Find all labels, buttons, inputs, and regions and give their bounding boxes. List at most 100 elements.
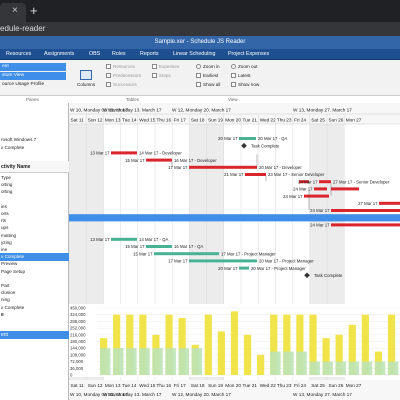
browser-tab[interactable]: [0, 3, 26, 22]
bottom-day-label: Sat 25: [311, 383, 325, 388]
columns-label: Columns: [77, 82, 96, 87]
histogram-bar-yellow: [204, 314, 212, 375]
view-item-0[interactable]: ent: [0, 63, 66, 71]
histogram-bar-green: [113, 348, 124, 375]
bar-resource-label: Task Complete: [251, 143, 280, 148]
expenses-icon: [152, 64, 157, 70]
earliest-label: Earliest: [203, 73, 219, 78]
histogram-y-tick: 324,000: [70, 312, 86, 317]
show-now-button[interactable]: Show now: [231, 81, 259, 88]
menu-reports[interactable]: Reports: [140, 51, 159, 57]
menu-linear-scheduling[interactable]: Linear Scheduling: [173, 51, 216, 57]
group-caption-tables: Tables: [126, 97, 140, 102]
task-row[interactable]: ups: [1, 225, 9, 231]
show-all-button[interactable]: Show all: [196, 81, 220, 88]
bottom-timescale: [69, 380, 400, 400]
zoom-out-icon: [231, 64, 236, 70]
bottom-day-label: Tue 21: [243, 383, 258, 388]
task-row[interactable]: ine: [1, 247, 8, 252]
successors-button[interactable]: Successors: [106, 81, 137, 88]
group-caption-view: View: [228, 97, 238, 102]
latest-label: Latest: [238, 73, 251, 78]
histogram-y-tick: 72,000: [70, 359, 84, 364]
task-row[interactable]: yzing: [1, 239, 12, 245]
histogram-bar-green: [152, 348, 163, 375]
task-row[interactable]: matting: [1, 232, 17, 238]
table-row[interactable]: x Complete: [1, 144, 25, 150]
gantt-chart[interactable]: Sat 11 Sun 12 Mon 13 Tue 14 Wed 15 Thu 16 Fri …: [69, 103, 400, 400]
task-row[interactable]: rts: [1, 218, 7, 224]
resource-selected-item[interactable]: ent: [0, 331, 69, 339]
earliest-button[interactable]: Earliest: [196, 72, 218, 79]
zoom-in-button[interactable]: Zoom in: [196, 63, 220, 70]
project-row[interactable]: rosoft Windows 7: [1, 137, 37, 142]
new-tab-button[interactable]: +: [30, 3, 38, 18]
zoom-out-label: Zoom out: [238, 64, 258, 69]
gantt-bar: [331, 209, 400, 212]
histogram-y-tick: 36,000: [70, 366, 84, 371]
bar-date-label: 15 Mar 17: [125, 244, 145, 249]
task-row[interactable]: x Complete: [0, 253, 69, 261]
task-row[interactable]: Type: [1, 175, 11, 180]
predecessors-icon: [106, 73, 111, 79]
resources-button[interactable]: Resources: [106, 63, 135, 70]
menu-project-expenses[interactable]: Project Expenses: [228, 51, 270, 57]
day-label: Mon 20: [225, 118, 241, 123]
task-row[interactable]: orts: [1, 211, 9, 216]
task-row[interactable]: ies: [1, 203, 7, 209]
bottom-week-label: W 13, Monday 27. March 17: [293, 392, 352, 397]
menu-roles[interactable]: Roles: [112, 51, 126, 57]
task-row[interactable]: clusion: [1, 290, 16, 296]
task-row[interactable]: ning: [1, 297, 10, 303]
histogram-y-tick: 216,000: [70, 332, 86, 337]
activity-name-header[interactable]: ctivity Name: [0, 161, 69, 173]
gantt-bar: [154, 252, 219, 256]
bar-date-label: 24 Mar 17: [310, 223, 330, 228]
task-row[interactable]: Part: [1, 283, 10, 288]
histogram-bar-yellow: [335, 334, 343, 375]
bar-resource-label: 20 Mar 17 - Project Manager: [259, 259, 314, 264]
task-row[interactable]: Preview: [1, 261, 18, 267]
bar-date-label: 20 Mar 17: [218, 136, 238, 141]
histogram-bar-yellow: [283, 314, 291, 375]
predecessors-button[interactable]: Predecessors: [106, 72, 141, 79]
menu-obs[interactable]: OBS: [89, 51, 101, 57]
histogram-bar-green: [387, 361, 399, 375]
bar-resource-label: 16 Mar 17 - QA: [174, 244, 204, 249]
latest-button[interactable]: Latest: [231, 72, 251, 79]
bar-resource-label: 14 Mar 17 - Developer: [139, 151, 182, 156]
bar-date-label: 27 Mar 17: [358, 201, 378, 206]
steps-icon: [152, 73, 157, 79]
day-label: Mon 27: [346, 118, 362, 123]
task-row[interactable]: orting: [1, 182, 13, 188]
bar-resource-label: 20 Mar 17 - Developer: [259, 165, 302, 170]
histogram-bar-green: [270, 351, 281, 375]
task-row[interactable]: x Complete: [1, 304, 25, 310]
view-item-2[interactable]: ource Usage Profile: [2, 82, 45, 87]
histogram-y-tick: 450,000: [70, 306, 86, 311]
steps-button[interactable]: Steps: [152, 72, 171, 79]
columns-button[interactable]: Columns: [77, 70, 95, 88]
menu-assignments[interactable]: Assignments: [44, 51, 75, 57]
view-item-1[interactable]: stom View: [0, 72, 66, 80]
menu-resources[interactable]: Resources: [6, 51, 32, 57]
bar-date-label: 24 Mar 17: [293, 187, 313, 192]
task-row[interactable]: orting: [1, 189, 13, 195]
histogram-bar-yellow: [113, 314, 121, 375]
day-label: Tue 21: [243, 118, 258, 123]
zoom-in-label: Zoom in: [203, 64, 220, 69]
task-row[interactable]: Page Setup: [1, 268, 26, 274]
histogram-bar-green: [296, 351, 307, 375]
zoom-in-icon: [196, 64, 201, 70]
histogram-bar-yellow: [309, 314, 317, 375]
address-bar[interactable]: [0, 22, 400, 36]
week-label: W 11, Monday 13. March 17: [103, 108, 162, 113]
tab-close-icon[interactable]: ×: [12, 5, 18, 16]
bottom-week-label: W 12, Monday 20. March 17: [172, 392, 231, 397]
bottom-day-label: Fri 24: [294, 383, 306, 388]
gantt-bar: [314, 187, 327, 191]
group-caption-panes: Panes: [26, 97, 39, 102]
expenses-button[interactable]: Expenses: [152, 63, 179, 70]
zoom-out-button[interactable]: Zoom out: [231, 63, 257, 70]
day-label: Wed 22: [260, 118, 276, 123]
